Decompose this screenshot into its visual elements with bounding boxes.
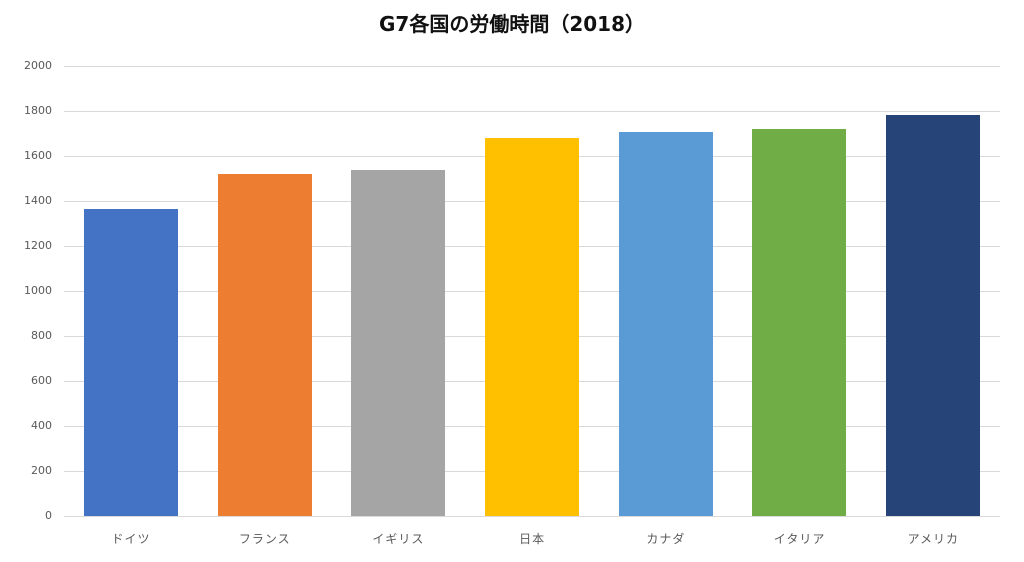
- x-tick-label: 日本: [519, 532, 546, 546]
- gridline: [64, 111, 1000, 112]
- y-tick-label: 800: [31, 329, 52, 342]
- bar[interactable]: [752, 129, 847, 516]
- y-tick-label: 0: [45, 509, 52, 522]
- bar[interactable]: [886, 115, 981, 516]
- y-tick-label: 2000: [24, 59, 52, 72]
- y-tick-label: 1000: [24, 284, 52, 297]
- y-tick-label: 1800: [24, 104, 52, 117]
- y-tick-label: 600: [31, 374, 52, 387]
- gridline: [64, 516, 1000, 517]
- bar[interactable]: [485, 138, 579, 516]
- gridline: [64, 66, 1000, 67]
- y-tick-label: 1600: [24, 149, 52, 162]
- bar[interactable]: [217, 174, 312, 516]
- chart-title: G7各国の労働時間（2018）: [379, 12, 645, 36]
- x-tick-label: イタリア: [773, 532, 826, 546]
- y-tick-label: 400: [31, 419, 52, 432]
- x-tick-label: アメリカ: [907, 532, 959, 546]
- y-tick-label: 1200: [24, 239, 52, 252]
- bar[interactable]: [351, 169, 446, 516]
- x-tick-label: フランス: [238, 532, 291, 546]
- x-tick-label: ドイツ: [111, 532, 151, 546]
- x-tick-label: カナダ: [646, 532, 686, 546]
- y-tick-label: 1400: [24, 194, 52, 207]
- bar[interactable]: [618, 131, 713, 516]
- y-tick-label: 200: [31, 464, 52, 477]
- x-tick-label: イギリス: [372, 532, 425, 546]
- plot-area: [64, 66, 1000, 517]
- bar[interactable]: [83, 209, 178, 516]
